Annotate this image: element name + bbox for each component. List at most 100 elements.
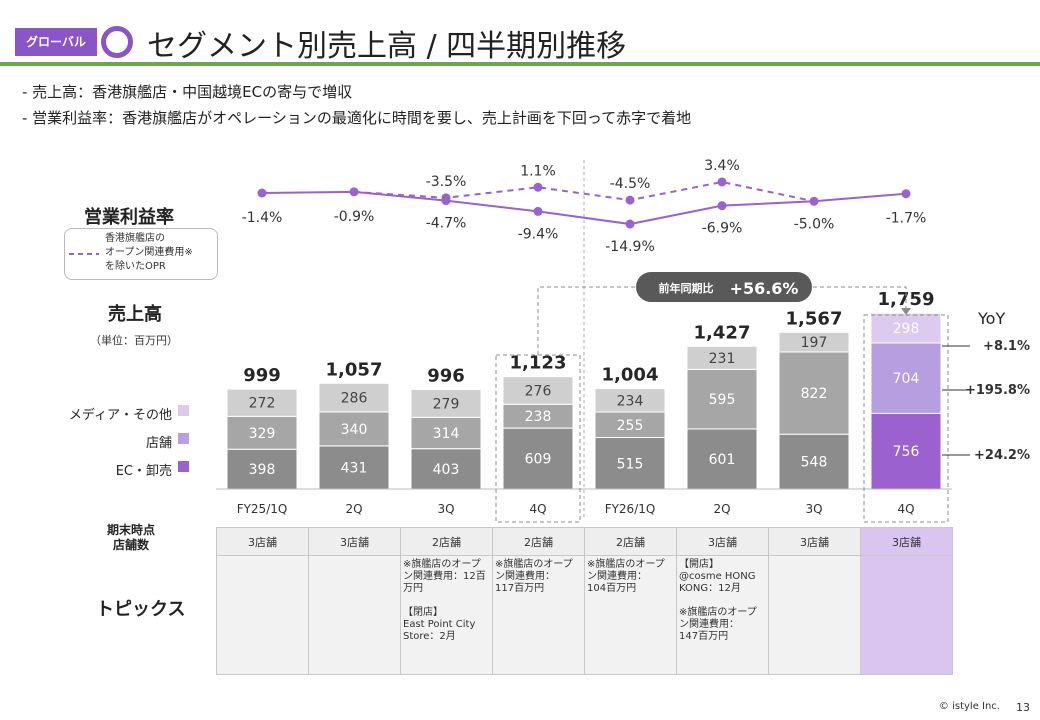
- title-circle-icon: [101, 26, 133, 58]
- margin-title: 営業利益率: [84, 207, 174, 228]
- legend-ec-swatch: [178, 461, 189, 472]
- category-label: 3Q: [805, 502, 822, 516]
- legend-media-label: メディア・その他: [68, 408, 172, 423]
- store-count-label: 期末時点 店舗数: [106, 523, 155, 552]
- store-count-cell: 2店舗: [492, 527, 585, 556]
- bar-total-label: 999: [243, 365, 281, 386]
- bar-segment-label: 238: [525, 409, 552, 425]
- margin-point: [901, 189, 911, 199]
- bar-segment-label: 298: [893, 321, 920, 337]
- bar-segment: [410, 448, 482, 490]
- category-label: 4Q: [529, 502, 546, 516]
- page-number: 13: [1016, 701, 1030, 714]
- margin-line-dashed: [353, 180, 815, 203]
- margin-point: [257, 188, 267, 198]
- margin-excl-value-label: -3.5%: [426, 174, 467, 190]
- topic-cell: [861, 556, 952, 559]
- bar-segment: [226, 388, 298, 417]
- yoy-value: +24.2%: [974, 448, 1030, 463]
- bar-total-label: 1,057: [326, 359, 383, 380]
- bar-segment-label: 601: [709, 452, 736, 468]
- store-count-cell: 3店舗: [216, 527, 309, 556]
- category-label: 3Q: [437, 502, 454, 516]
- margin-value-label: -14.9%: [605, 239, 655, 255]
- category-label: FY26/1Q: [605, 502, 656, 516]
- bar-segment-label: 234: [617, 393, 644, 409]
- bar-segment: [226, 448, 298, 490]
- bar-segment-label: 340: [341, 422, 368, 438]
- margin-value-label: -9.4%: [518, 226, 559, 242]
- bar-segment: [594, 388, 666, 413]
- bar-segment-label: 279: [433, 396, 460, 412]
- bar-segment: [686, 345, 758, 370]
- page-title: セグメント別売上高 / 四半期別推移: [147, 29, 627, 64]
- bar-segment-label: 314: [433, 426, 460, 442]
- bar-segment-label: 431: [341, 460, 368, 476]
- bar-segment: [502, 376, 574, 405]
- bar-segment-label: 255: [617, 418, 644, 434]
- bar-segment: [410, 388, 482, 418]
- bar-segment: [870, 312, 942, 344]
- bar-segment: [778, 331, 850, 353]
- topic-cell: ※旗艦店のオープン関連費用：12百万円 【閉店】 East Point City…: [403, 559, 486, 642]
- store-count-cell: 3店舗: [676, 527, 769, 556]
- topic-cell: ※旗艦店のオープン関連費用： 117百万円: [495, 559, 573, 594]
- margin-value-label: -1.4%: [242, 210, 283, 226]
- store-count-row: 3店舗 3店舗 2店舗 2店舗 2店舗 3店舗 3店舗 3店舗: [216, 527, 953, 556]
- category-label: 2Q: [713, 502, 730, 516]
- margin-excl-value-label: 3.4%: [704, 158, 740, 174]
- margin-point: [533, 206, 543, 216]
- bar-total-label: 1,567: [786, 308, 843, 329]
- bar-segment-label: 286: [341, 391, 368, 407]
- yoy-callout-label: 前年同期比: [659, 281, 714, 295]
- store-topics-table: 3店舗 3店舗 2店舗 2店舗 2店舗 3店舗 3店舗 3店舗 ※旗艦店のオープ…: [216, 527, 953, 675]
- margin-value-label: -6.9%: [702, 221, 743, 237]
- bar-total-label: 1,123: [510, 353, 567, 374]
- store-count-cell: 3店舗: [308, 527, 401, 556]
- yoy-value: +8.1%: [983, 339, 1030, 354]
- bar-segment-label: 329: [249, 426, 276, 442]
- topic-cell: 【開店】 @cosme HONG KONG：12月 ※旗艦店のオープン関連費用：…: [679, 559, 757, 642]
- bar-segment-label: 595: [709, 392, 736, 408]
- bar-segment: [778, 351, 850, 435]
- bar-segment-label: 609: [525, 452, 552, 468]
- margin-value-label: -0.9%: [334, 209, 375, 225]
- margin-excl-value-label: -4.5%: [610, 176, 651, 192]
- bar-segment: [686, 368, 758, 430]
- margin-point: [349, 187, 359, 197]
- topic-cell: [769, 556, 860, 559]
- bullet-margin: ‐ 営業利益率：香港旗艦店がオペレーションの最適化に時間を要し、売上計画を下回っ…: [22, 109, 692, 127]
- topic-cell: [309, 556, 400, 559]
- store-count-cell: 3店舗: [768, 527, 861, 556]
- copyright: © istyle Inc.: [938, 701, 1000, 712]
- bar-total-label: 1,427: [694, 322, 751, 343]
- yoy-value: +195.8%: [965, 383, 1030, 398]
- category-label: FY25/1Q: [237, 502, 288, 516]
- bar-segment-label: 403: [433, 462, 460, 478]
- bar-segment: [226, 415, 298, 450]
- margin-legend-box: 香港旗艦店の オープン関連費用※ を除いたOPR: [64, 228, 218, 280]
- margin-legend-text: 香港旗艦店の オープン関連費用※ を除いたOPR: [105, 233, 193, 272]
- margin-point: [809, 196, 819, 206]
- margin-point-excl: [625, 195, 635, 205]
- topics-label: トピックス: [96, 599, 186, 620]
- margin-point: [625, 219, 635, 229]
- margin-point: [717, 201, 727, 211]
- connector-arrow-icon: [901, 308, 911, 315]
- bullet-sales: ‐ 売上高：香港旗艦店・中国越境ECの寄与で増収: [22, 83, 353, 101]
- yoy-callout-value: +56.6%: [730, 279, 799, 298]
- legend-ec-label: EC・卸売: [115, 464, 172, 479]
- bar-segment: [318, 411, 390, 447]
- dashed-line-legend-icon: [69, 253, 99, 255]
- bar-segment-label: 276: [525, 384, 552, 400]
- bar-segment-label: 756: [893, 444, 920, 460]
- bar-segment: [870, 342, 942, 414]
- bar-segment: [778, 433, 850, 490]
- margin-excl-value-label: 1.1%: [520, 163, 556, 179]
- bar-segment: [410, 416, 482, 450]
- bar-total-label: 1,004: [602, 365, 659, 386]
- topic-cell: [217, 556, 308, 559]
- bar-segment-label: 231: [709, 351, 736, 367]
- margin-value-label: -4.7%: [426, 216, 467, 232]
